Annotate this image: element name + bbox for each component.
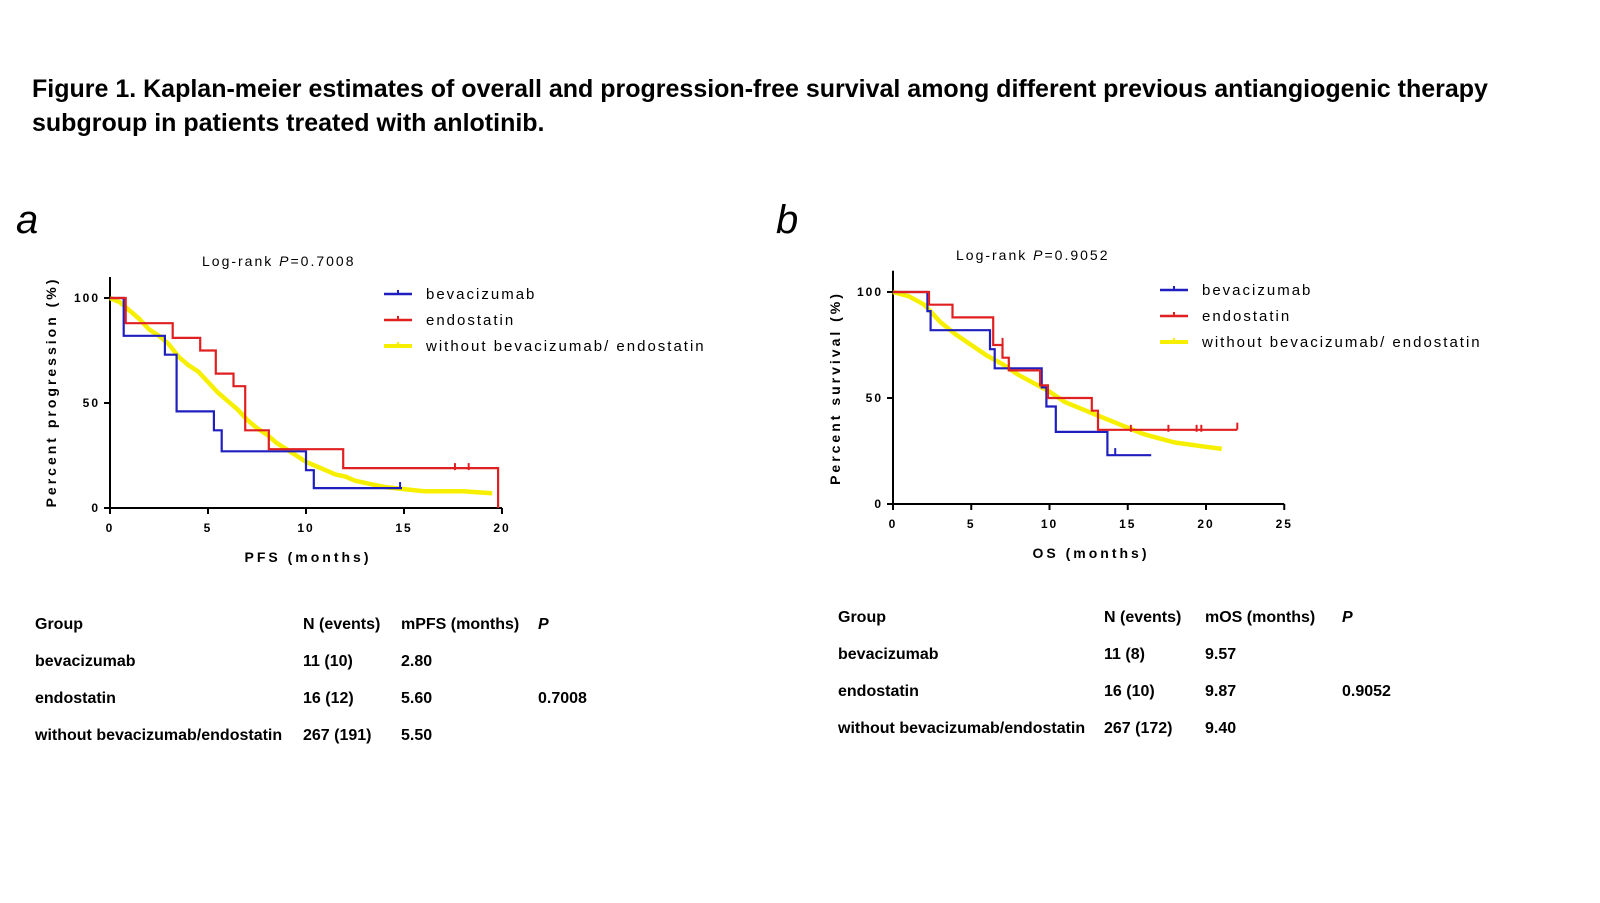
chart-a-y-tick-label: 100: [74, 291, 100, 305]
chart-b-x-tick-label: 0: [889, 517, 898, 531]
chart-a-x-axis-title: PFS (months): [245, 549, 372, 565]
cell-p: [1342, 636, 1403, 673]
cell-median: 2.80: [401, 652, 433, 670]
table-row: without bevacizumab/endostatin 267 (172)…: [838, 710, 1403, 747]
chart-a-x-tick-label: 5: [204, 521, 213, 535]
chart-b-x-tick-label: 15: [1119, 517, 1136, 531]
cell-group: bevacizumab: [35, 652, 136, 670]
pfs-summary-table: Group N (events) mPFS (months) P bevaciz…: [35, 606, 599, 754]
cell-group: endostatin: [35, 689, 116, 707]
chart-b-y-tick-label: 100: [857, 285, 883, 299]
table-row: bevacizumab 11 (8) 9.57: [838, 636, 1403, 673]
chart-b-series-bevacizumab-line: [893, 290, 1152, 457]
cell-group: without bevacizumab/endostatin: [838, 719, 1086, 737]
chart-a-series-bevacizumab-line: [110, 296, 402, 490]
chart-b-logrank: Log-rank P=0.9052: [956, 247, 1110, 263]
header-group: Group: [838, 608, 886, 626]
chart-b-legend-label-bevacizumab: bevacizumab: [1202, 282, 1312, 299]
cell-n-events: 16 (10): [1104, 682, 1155, 700]
cell-p: 0.7008: [538, 689, 587, 707]
cell-n-events: 11 (10): [303, 652, 353, 670]
chart-b-series-endostatin-line: [893, 290, 1238, 431]
chart-b-y-tick-label: 50: [866, 391, 883, 405]
chart-a-logrank: Log-rank P=0.7008: [202, 253, 356, 269]
table-row: endostatin 16 (12) 5.60 0.7008: [35, 680, 599, 717]
header-median: mOS (months): [1205, 608, 1316, 626]
chart-a-x-tick-label: 15: [395, 521, 412, 535]
header-median: mPFS (months): [401, 615, 520, 633]
header-p: P: [538, 615, 549, 633]
cell-group: without bevacizumab/endostatin: [35, 726, 283, 744]
figure-title: Figure 1. Kaplan-meier estimates of over…: [32, 75, 1488, 137]
chart-a-x-tick-label: 0: [106, 521, 115, 535]
cell-median: 9.57: [1205, 645, 1237, 663]
chart-b-x-tick-label: 20: [1197, 517, 1214, 531]
cell-n-events: 267 (172): [1104, 719, 1173, 737]
chart-a-legend-label-endostatin: endostatin: [426, 312, 515, 329]
chart-a-y-axis-title: Percent progression (%): [43, 277, 59, 508]
chart-b-x-tick-label: 10: [1041, 517, 1058, 531]
cell-median: 5.50: [401, 726, 433, 744]
panel-a-letter: a: [16, 198, 39, 242]
header-n-events: N (events): [1104, 608, 1182, 626]
chart-b-x-tick-label: 5: [967, 517, 976, 531]
header-group: Group: [35, 615, 83, 633]
cell-median: 9.40: [1205, 719, 1237, 737]
cell-p: 0.9052: [1342, 682, 1391, 700]
table-row: bevacizumab 11 (10) 2.80: [35, 643, 599, 680]
header-p: P: [1342, 608, 1353, 626]
os-km-chart: Log-rank P=0.9052 0 5 10 15 20 25 0 50 100 bevac…: [827, 247, 1482, 561]
chart-a-x-tick-label: 20: [493, 521, 510, 535]
header-n-events: N (events): [303, 615, 381, 633]
cell-group: bevacizumab: [838, 645, 939, 663]
table-row: without bevacizumab/endostatin 267 (191)…: [35, 717, 599, 754]
chart-b-legend-label-endostatin: endostatin: [1202, 308, 1291, 325]
pfs-km-chart: Log-rank P=0.7008 0 5 10 15 20 0 50 100 bevaciz…: [43, 253, 706, 565]
cell-median: 9.87: [1205, 682, 1237, 700]
chart-b-x-axis-title: OS (months): [1033, 545, 1150, 561]
chart-b-y-axis-title: Percent survival (%): [827, 291, 843, 485]
cell-n-events: 267 (191): [303, 726, 372, 744]
chart-b-legend-label-without: without bevacizumab/ endostatin: [1201, 334, 1482, 351]
chart-a-legend-label-bevacizumab: bevacizumab: [426, 286, 536, 303]
cell-median: 5.60: [401, 689, 433, 707]
chart-a-x-tick-label: 10: [297, 521, 314, 535]
table-header-row: Group N (events) mOS (months) P: [838, 599, 1403, 636]
cell-n-events: 11 (8): [1104, 645, 1145, 663]
chart-a-y-tick-label: 50: [83, 396, 100, 410]
panel-b-letter: b: [776, 198, 799, 242]
cell-group: endostatin: [838, 682, 919, 700]
table-row: endostatin 16 (10) 9.87 0.9052: [838, 673, 1403, 710]
cell-p: [1342, 710, 1403, 747]
chart-b-y-tick-label: 0: [874, 497, 883, 511]
chart-a-series-endostatin-line: [110, 296, 500, 508]
chart-b-x-tick-label: 25: [1276, 517, 1293, 531]
cell-p: [538, 717, 599, 754]
chart-a-legend-label-without: without bevacizumab/ endostatin: [425, 338, 706, 355]
table-header-row: Group N (events) mPFS (months) P: [35, 606, 599, 643]
os-summary-table: Group N (events) mOS (months) P bevacizu…: [838, 599, 1403, 747]
cell-n-events: 16 (12): [303, 689, 354, 707]
cell-p: [538, 643, 599, 680]
chart-a-y-tick-label: 0: [91, 501, 100, 515]
